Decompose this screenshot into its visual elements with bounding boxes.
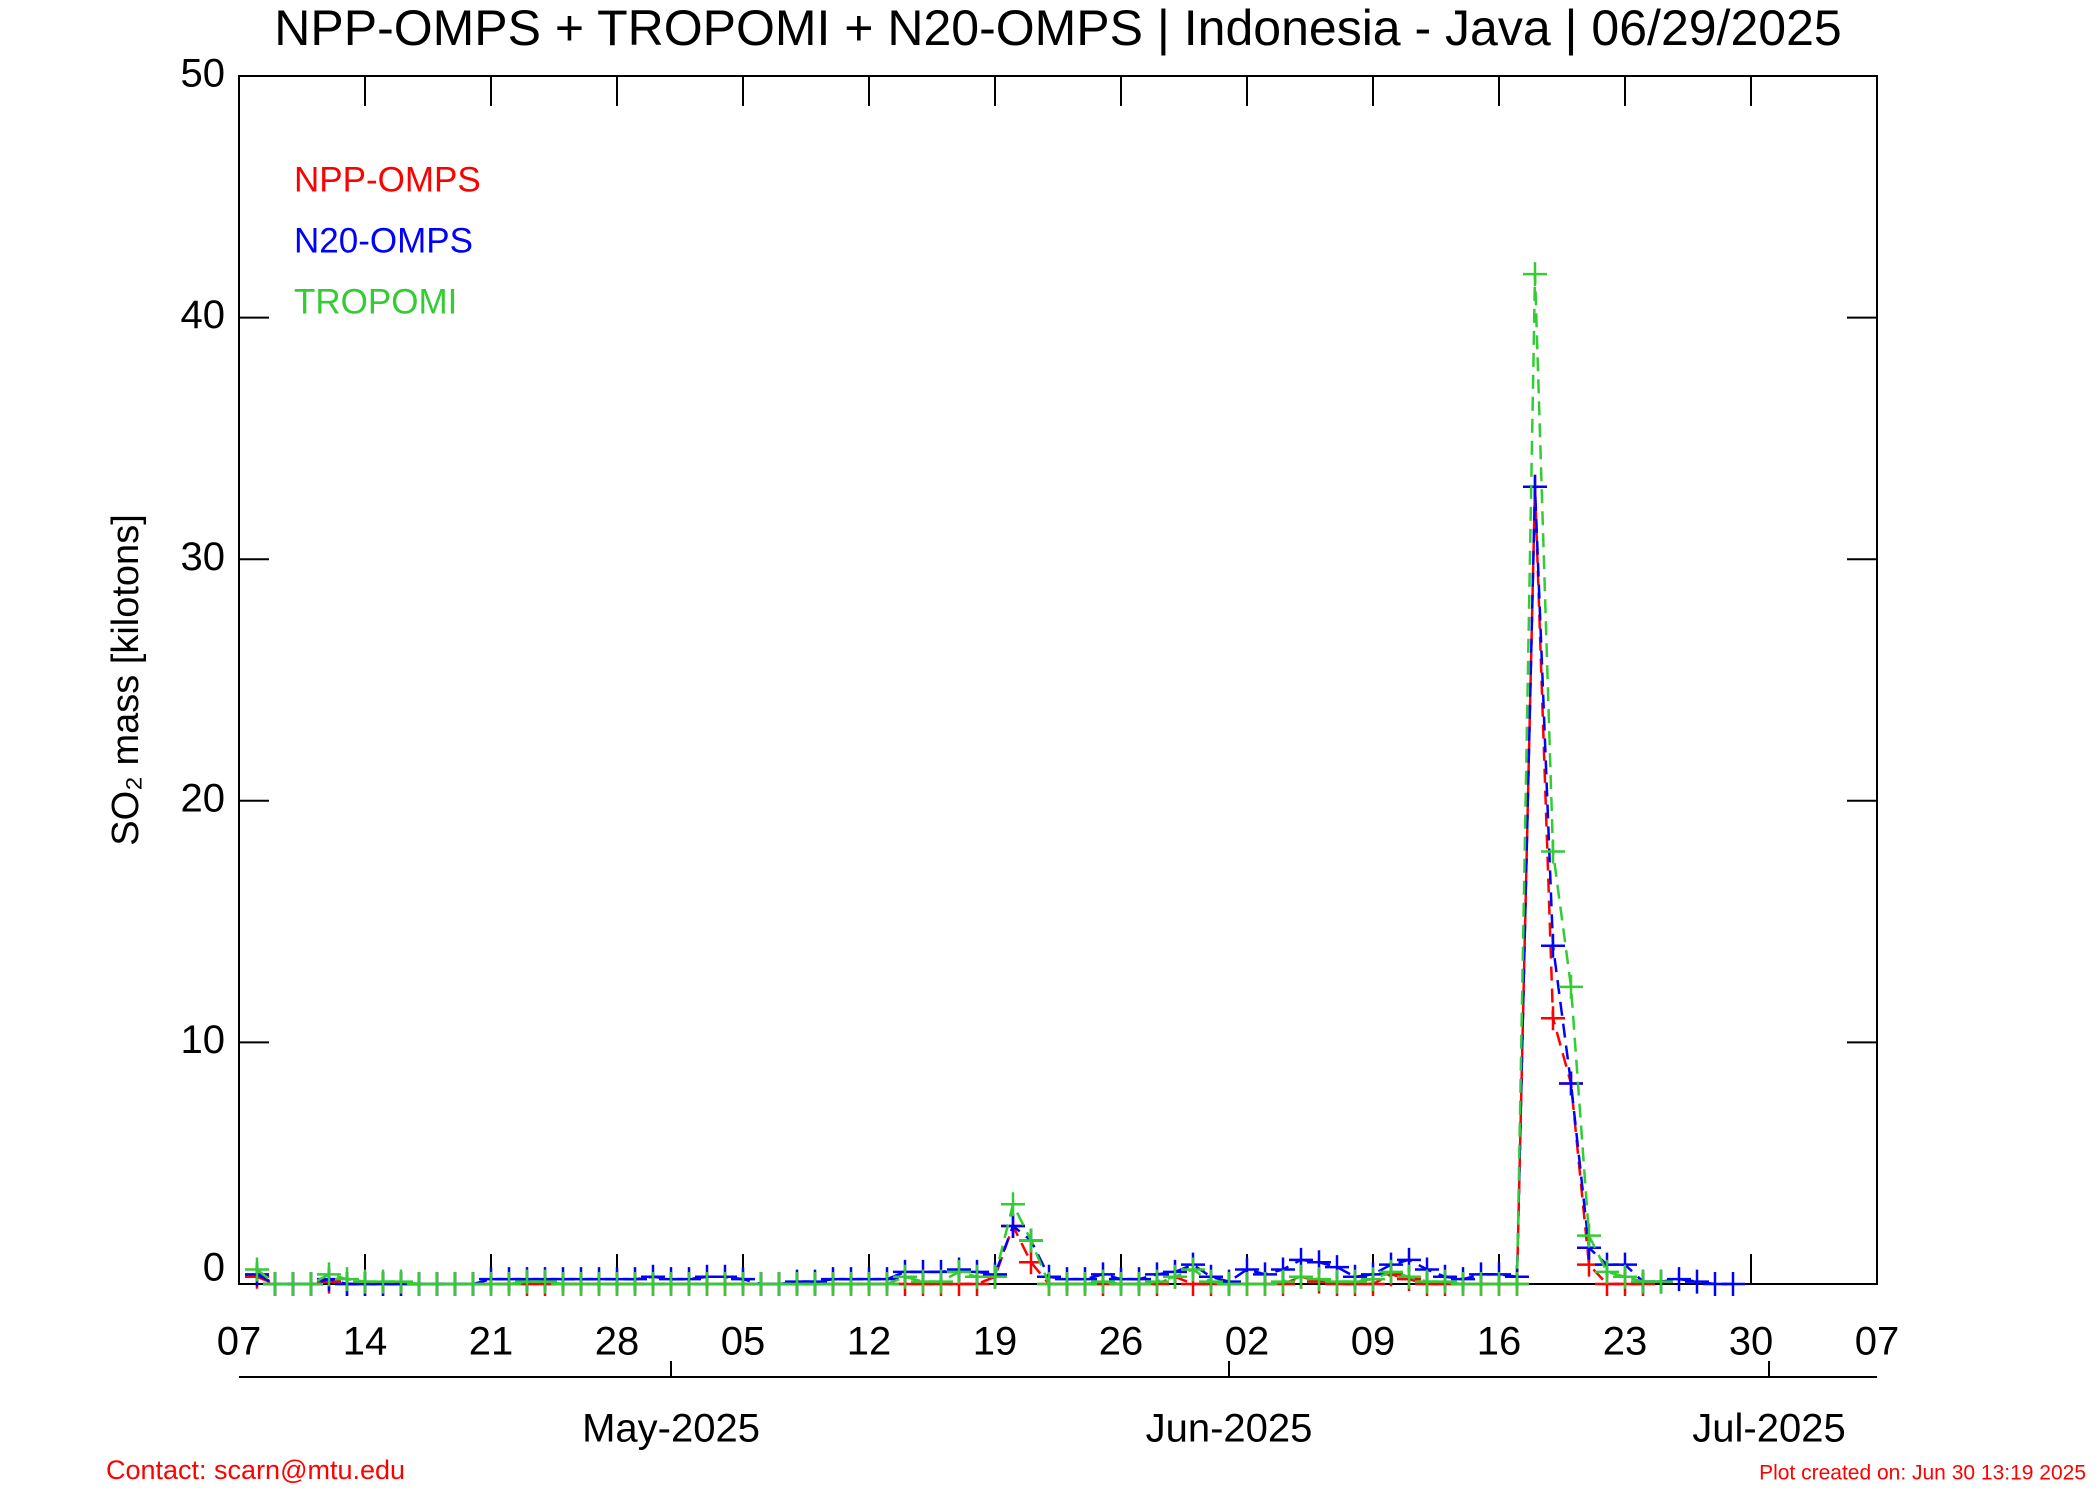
marker (1577, 1223, 1601, 1248)
y-tick-label: 50 (181, 52, 226, 96)
marker (1523, 474, 1547, 499)
marker (893, 1264, 917, 1289)
marker (1289, 1264, 1313, 1289)
marker (245, 1257, 269, 1282)
marker (533, 1269, 557, 1294)
marker (389, 1269, 413, 1294)
marker (1685, 1269, 1709, 1294)
x-tick-label: 21 (469, 1320, 514, 1364)
marker (1505, 1272, 1529, 1296)
footer-created: Plot created on: Jun 30 13:19 2025 (1759, 1462, 2086, 1485)
y-tick-label: 0 (203, 1246, 225, 1290)
x-tick-label: 16 (1477, 1320, 1522, 1364)
x-tick-label: 09 (1351, 1320, 1396, 1364)
marker (1163, 1264, 1187, 1289)
x-tick-label: 12 (847, 1320, 892, 1364)
x-tick-label: 07 (1855, 1320, 1900, 1364)
x-tick-label: 05 (721, 1320, 766, 1364)
footer-contact: Contact: scarn@mtu.edu (106, 1455, 405, 1485)
x-tick-label: 26 (1099, 1320, 1144, 1364)
y-tick-label: 10 (181, 1018, 226, 1062)
marker (317, 1262, 341, 1287)
marker (1613, 1264, 1637, 1289)
legend-entry: N20-OMPS (294, 221, 473, 260)
marker (1073, 1272, 1097, 1296)
marker (1019, 1228, 1043, 1253)
marker (1379, 1259, 1403, 1284)
chart-title: NPP-OMPS + TROPOMI + N20-OMPS | Indonesi… (274, 0, 1841, 56)
x-tick-label: 30 (1729, 1320, 1774, 1364)
marker (497, 1272, 521, 1296)
marker (1127, 1272, 1151, 1296)
y-axis-label: SO₂ mass [kilotons] (105, 514, 147, 846)
marker (1343, 1269, 1367, 1294)
month-label: May-2025 (582, 1407, 760, 1451)
marker (299, 1272, 323, 1296)
marker (1091, 1269, 1115, 1294)
marker (1253, 1272, 1277, 1296)
x-tick-label: 19 (973, 1320, 1018, 1364)
x-tick-label: 07 (217, 1320, 262, 1364)
x-tick-label: 14 (343, 1320, 388, 1364)
marker (1721, 1272, 1745, 1296)
marker (983, 1264, 1007, 1289)
marker (1397, 1264, 1421, 1289)
marker (1145, 1269, 1169, 1294)
x-tick-label: 28 (595, 1320, 640, 1364)
marker (1559, 974, 1583, 999)
marker (1523, 262, 1547, 287)
marker (1433, 1269, 1457, 1294)
marker (1307, 1267, 1331, 1292)
month-label: Jun-2025 (1146, 1407, 1313, 1451)
x-tick-label: 23 (1603, 1320, 1648, 1364)
marker (1199, 1269, 1223, 1294)
marker (929, 1269, 953, 1294)
y-tick-label: 40 (181, 293, 226, 337)
marker (1271, 1269, 1295, 1294)
marker (875, 1272, 899, 1296)
marker (335, 1267, 359, 1292)
marker (1541, 839, 1565, 864)
x-tick-label: 02 (1225, 1320, 1270, 1364)
marker (1181, 1257, 1205, 1282)
legend-entry: TROPOMI (294, 282, 457, 321)
marker (1649, 1269, 1673, 1294)
marker (1001, 1214, 1025, 1239)
marker (947, 1259, 971, 1284)
y-tick-label: 30 (181, 535, 226, 579)
y-tick-label: 20 (181, 776, 226, 820)
marker (1541, 1006, 1565, 1031)
month-label: Jul-2025 (1692, 1407, 1845, 1451)
marker (1667, 1267, 1691, 1292)
marker (1001, 1192, 1025, 1217)
marker (1541, 933, 1565, 958)
marker (1595, 1259, 1619, 1284)
legend-entry: NPP-OMPS (294, 160, 481, 199)
marker (1361, 1267, 1385, 1292)
